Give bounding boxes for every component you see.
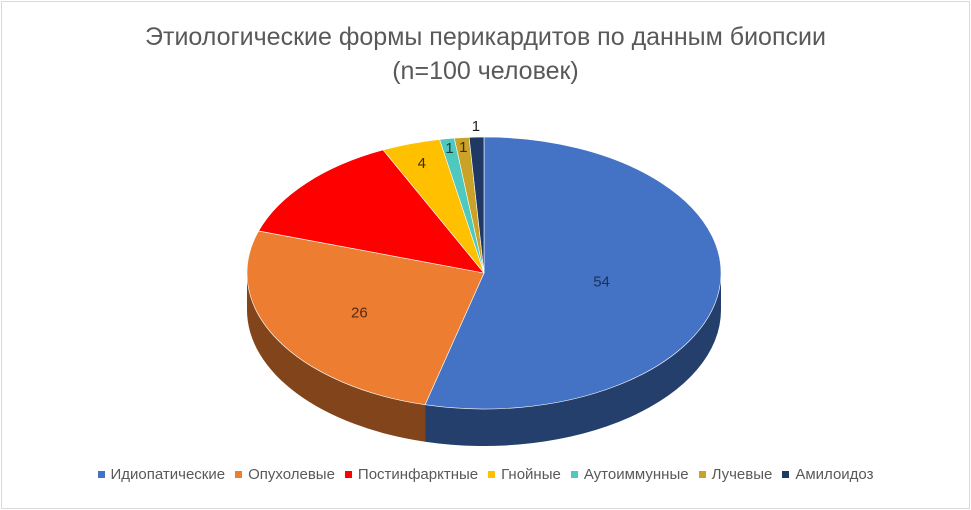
pie-slices	[246, 136, 722, 410]
data-label-3: 4	[418, 155, 426, 172]
legend-item-4: Аутоиммунные	[570, 466, 689, 483]
pie-side-1	[247, 273, 426, 442]
legend-swatch-icon	[570, 471, 578, 478]
legend-label: Аутоиммунные	[583, 466, 689, 483]
data-label-4: 1	[445, 140, 453, 157]
legend-swatch-icon	[698, 471, 706, 478]
legend-swatch-icon	[97, 471, 105, 478]
pie-slice-6	[468, 136, 485, 274]
chart-title: Этиологические формы перикардитов по дан…	[0, 20, 971, 88]
pie-slice-0	[424, 136, 722, 410]
legend-item-2: Постинфарктные	[344, 466, 479, 483]
legend-label: Постинфарктные	[357, 466, 479, 483]
legend-label: Амилоидоз	[795, 466, 874, 483]
pie-side-0	[425, 273, 721, 446]
legend-swatch-icon	[344, 471, 352, 478]
data-label-2: 13	[344, 198, 361, 215]
chart-subtitle: (n=100 человек)	[392, 57, 579, 85]
legend-label: Гнойные	[501, 466, 561, 483]
chart-legend: Идиопатические Опухолевые Постинфарктные Гн…	[0, 466, 971, 483]
data-label-1: 26	[351, 304, 368, 321]
legend-swatch-icon	[235, 471, 243, 478]
pie-sides	[247, 273, 721, 446]
legend-label: Опухолевые	[248, 466, 335, 483]
data-label-6: 1	[472, 118, 480, 135]
data-label-5: 1	[459, 139, 467, 156]
legend-item-5: Лучевые	[698, 466, 773, 483]
legend-item-6: Амилоидоз	[782, 466, 874, 483]
legend-label: Лучевые	[711, 466, 773, 483]
legend-swatch-icon	[782, 471, 790, 478]
legend-item-3: Гнойные	[488, 466, 561, 483]
legend-item-0: Идиопатические	[97, 466, 226, 483]
pie-slice-2	[258, 149, 485, 274]
pie-slice-1	[246, 230, 485, 406]
legend-label: Идиопатические	[110, 466, 226, 483]
legend-item-1: Опухолевые	[235, 466, 335, 483]
legend-swatch-icon	[488, 471, 496, 478]
chart-title-line: Этиологические формы перикардитов по дан…	[145, 23, 826, 51]
data-label-0: 54	[593, 274, 610, 291]
